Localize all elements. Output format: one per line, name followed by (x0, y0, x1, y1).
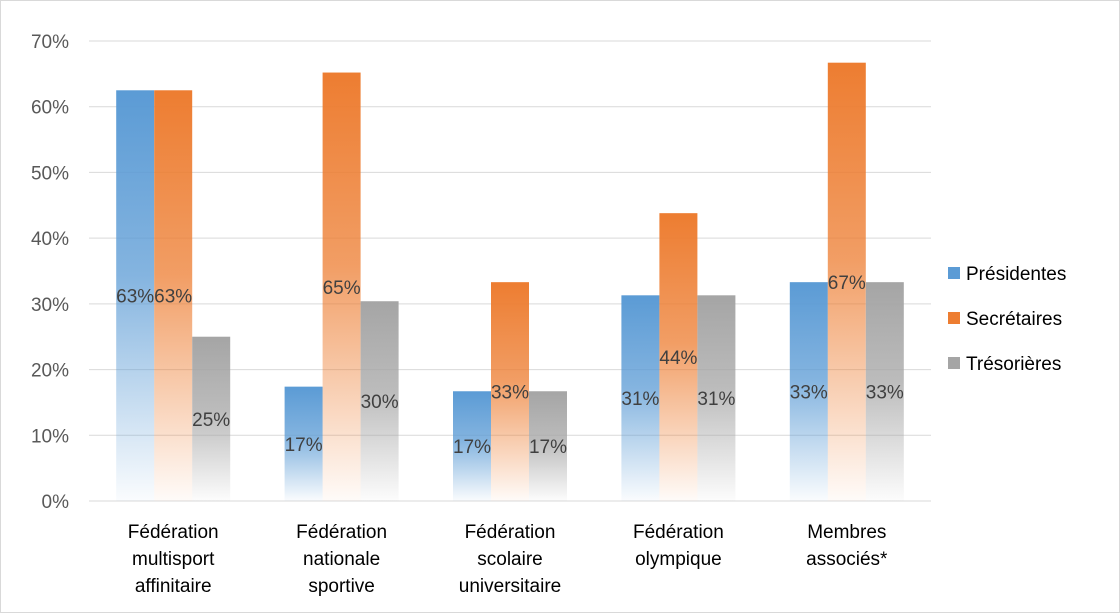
x-category-label: affinitaire (135, 576, 212, 597)
x-category-label: olympique (635, 549, 722, 570)
bar-pr-sidentes (453, 391, 491, 501)
legend-label: Présidentes (966, 264, 1066, 285)
data-label: 33% (491, 383, 529, 404)
legend: Présidentes Secrétaires Trésorières (948, 264, 1066, 375)
x-category-label: Membres (807, 522, 886, 543)
data-label: 63% (116, 287, 154, 308)
bar-tr-sori-res (192, 336, 231, 501)
legend-swatch (948, 357, 960, 369)
x-category-label: universitaire (459, 576, 561, 597)
x-axis-categories: Fédération multisport affinitaire Fédératio… (128, 522, 888, 597)
bar-secr-taires (827, 62, 866, 501)
y-tick-label: 70% (31, 32, 69, 53)
data-label: 25% (192, 410, 230, 431)
bar-tr-sori-res (697, 295, 736, 501)
bar-tr-sori-res (360, 301, 399, 501)
x-category-label: Fédération (633, 522, 724, 543)
legend-label: Secrétaires (966, 309, 1062, 330)
y-axis-ticks: 0% 10% 20% 30% 40% 50% 60% 70% (31, 32, 69, 513)
y-tick-label: 20% (31, 361, 69, 382)
data-label: 44% (659, 348, 697, 369)
data-label: 31% (621, 389, 659, 410)
data-label: 63% (154, 287, 192, 308)
x-category-label: scolaire (477, 549, 542, 570)
legend-swatch (948, 267, 960, 279)
x-category-label: associés* (806, 549, 888, 570)
y-tick-label: 0% (42, 492, 70, 513)
y-tick-label: 40% (31, 229, 69, 250)
bar-pr-sidentes (621, 295, 660, 501)
y-tick-label: 10% (31, 426, 69, 447)
x-category-label: multisport (132, 549, 215, 570)
data-label: 30% (361, 392, 399, 413)
x-category-label: sportive (308, 576, 375, 597)
data-label: 17% (285, 435, 323, 456)
data-labels: 63% 63% 25% 17% 65% 30% 17% 33% 17% 31%44%31% 33% 6… (116, 273, 904, 458)
bar-pr-sidentes (116, 90, 155, 502)
bar-secr-taires (154, 90, 193, 502)
bar-secr-taires (322, 72, 361, 502)
data-label: 65% (323, 278, 361, 299)
bar-pr-sidentes (284, 386, 323, 501)
bar-pr-sidentes (789, 282, 828, 501)
y-tick-label: 60% (31, 98, 69, 119)
bars (116, 62, 904, 502)
bar-tr-sori-res (865, 282, 904, 501)
legend-swatch (948, 312, 960, 324)
bar-secr-taires (659, 213, 698, 501)
bar-tr-sori-res (529, 391, 567, 501)
data-label: 67% (828, 273, 866, 294)
data-label: 33% (790, 383, 828, 404)
x-category-label: Fédération (128, 522, 219, 543)
bar-secr-taires (491, 282, 529, 501)
x-category-label: nationale (303, 549, 380, 570)
data-label: 17% (529, 437, 567, 458)
x-category-label: Fédération (296, 522, 387, 543)
data-label: 33% (866, 383, 904, 404)
y-tick-label: 50% (31, 163, 69, 184)
y-tick-label: 30% (31, 295, 69, 316)
x-category-label: Fédération (465, 522, 556, 543)
data-label: 17% (453, 437, 491, 458)
legend-label: Trésorières (966, 354, 1061, 375)
data-label: 31% (697, 389, 735, 410)
